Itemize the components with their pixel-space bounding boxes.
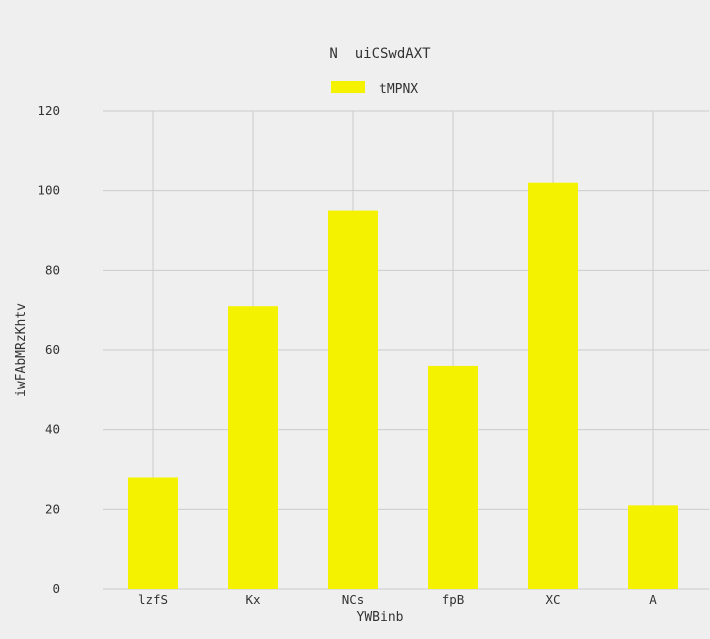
y-tick-label: 0 xyxy=(52,581,60,596)
chart-title: N uiCSwdAXT xyxy=(329,46,431,62)
bar-lzfS xyxy=(128,477,178,589)
x-tick-label: NCs xyxy=(342,592,365,607)
bar-A xyxy=(628,505,678,589)
x-tick-labels: lzfS Kx NCs fpB XC A xyxy=(138,592,657,607)
y-tick-label: 120 xyxy=(37,103,60,118)
y-tick-labels: 0 20 40 60 80 100 120 xyxy=(37,103,60,596)
x-tick-label: A xyxy=(649,592,657,607)
bars xyxy=(128,182,678,590)
legend-swatch xyxy=(331,81,365,93)
bar-Kx xyxy=(228,306,278,589)
y-tick-label: 80 xyxy=(45,262,60,277)
x-tick-label: fpB xyxy=(442,592,465,607)
x-tick-label: XC xyxy=(545,592,560,607)
x-tick-label: lzfS xyxy=(138,592,168,607)
legend: tMPNX xyxy=(331,81,418,97)
x-tick-label: Kx xyxy=(245,592,261,607)
bar-fpB xyxy=(428,365,478,589)
y-tick-label: 20 xyxy=(45,501,60,516)
grid-lines xyxy=(103,110,709,590)
y-axis-label: iwFAbMRzKhtv xyxy=(14,303,29,397)
bar-NCs xyxy=(328,210,378,590)
y-tick-label: 60 xyxy=(45,342,60,357)
x-axis-label: YWBinb xyxy=(357,610,404,625)
bar-XC xyxy=(528,182,578,589)
y-tick-label: 40 xyxy=(45,422,60,437)
legend-label: tMPNX xyxy=(379,82,418,97)
y-tick-label: 100 xyxy=(37,183,60,198)
